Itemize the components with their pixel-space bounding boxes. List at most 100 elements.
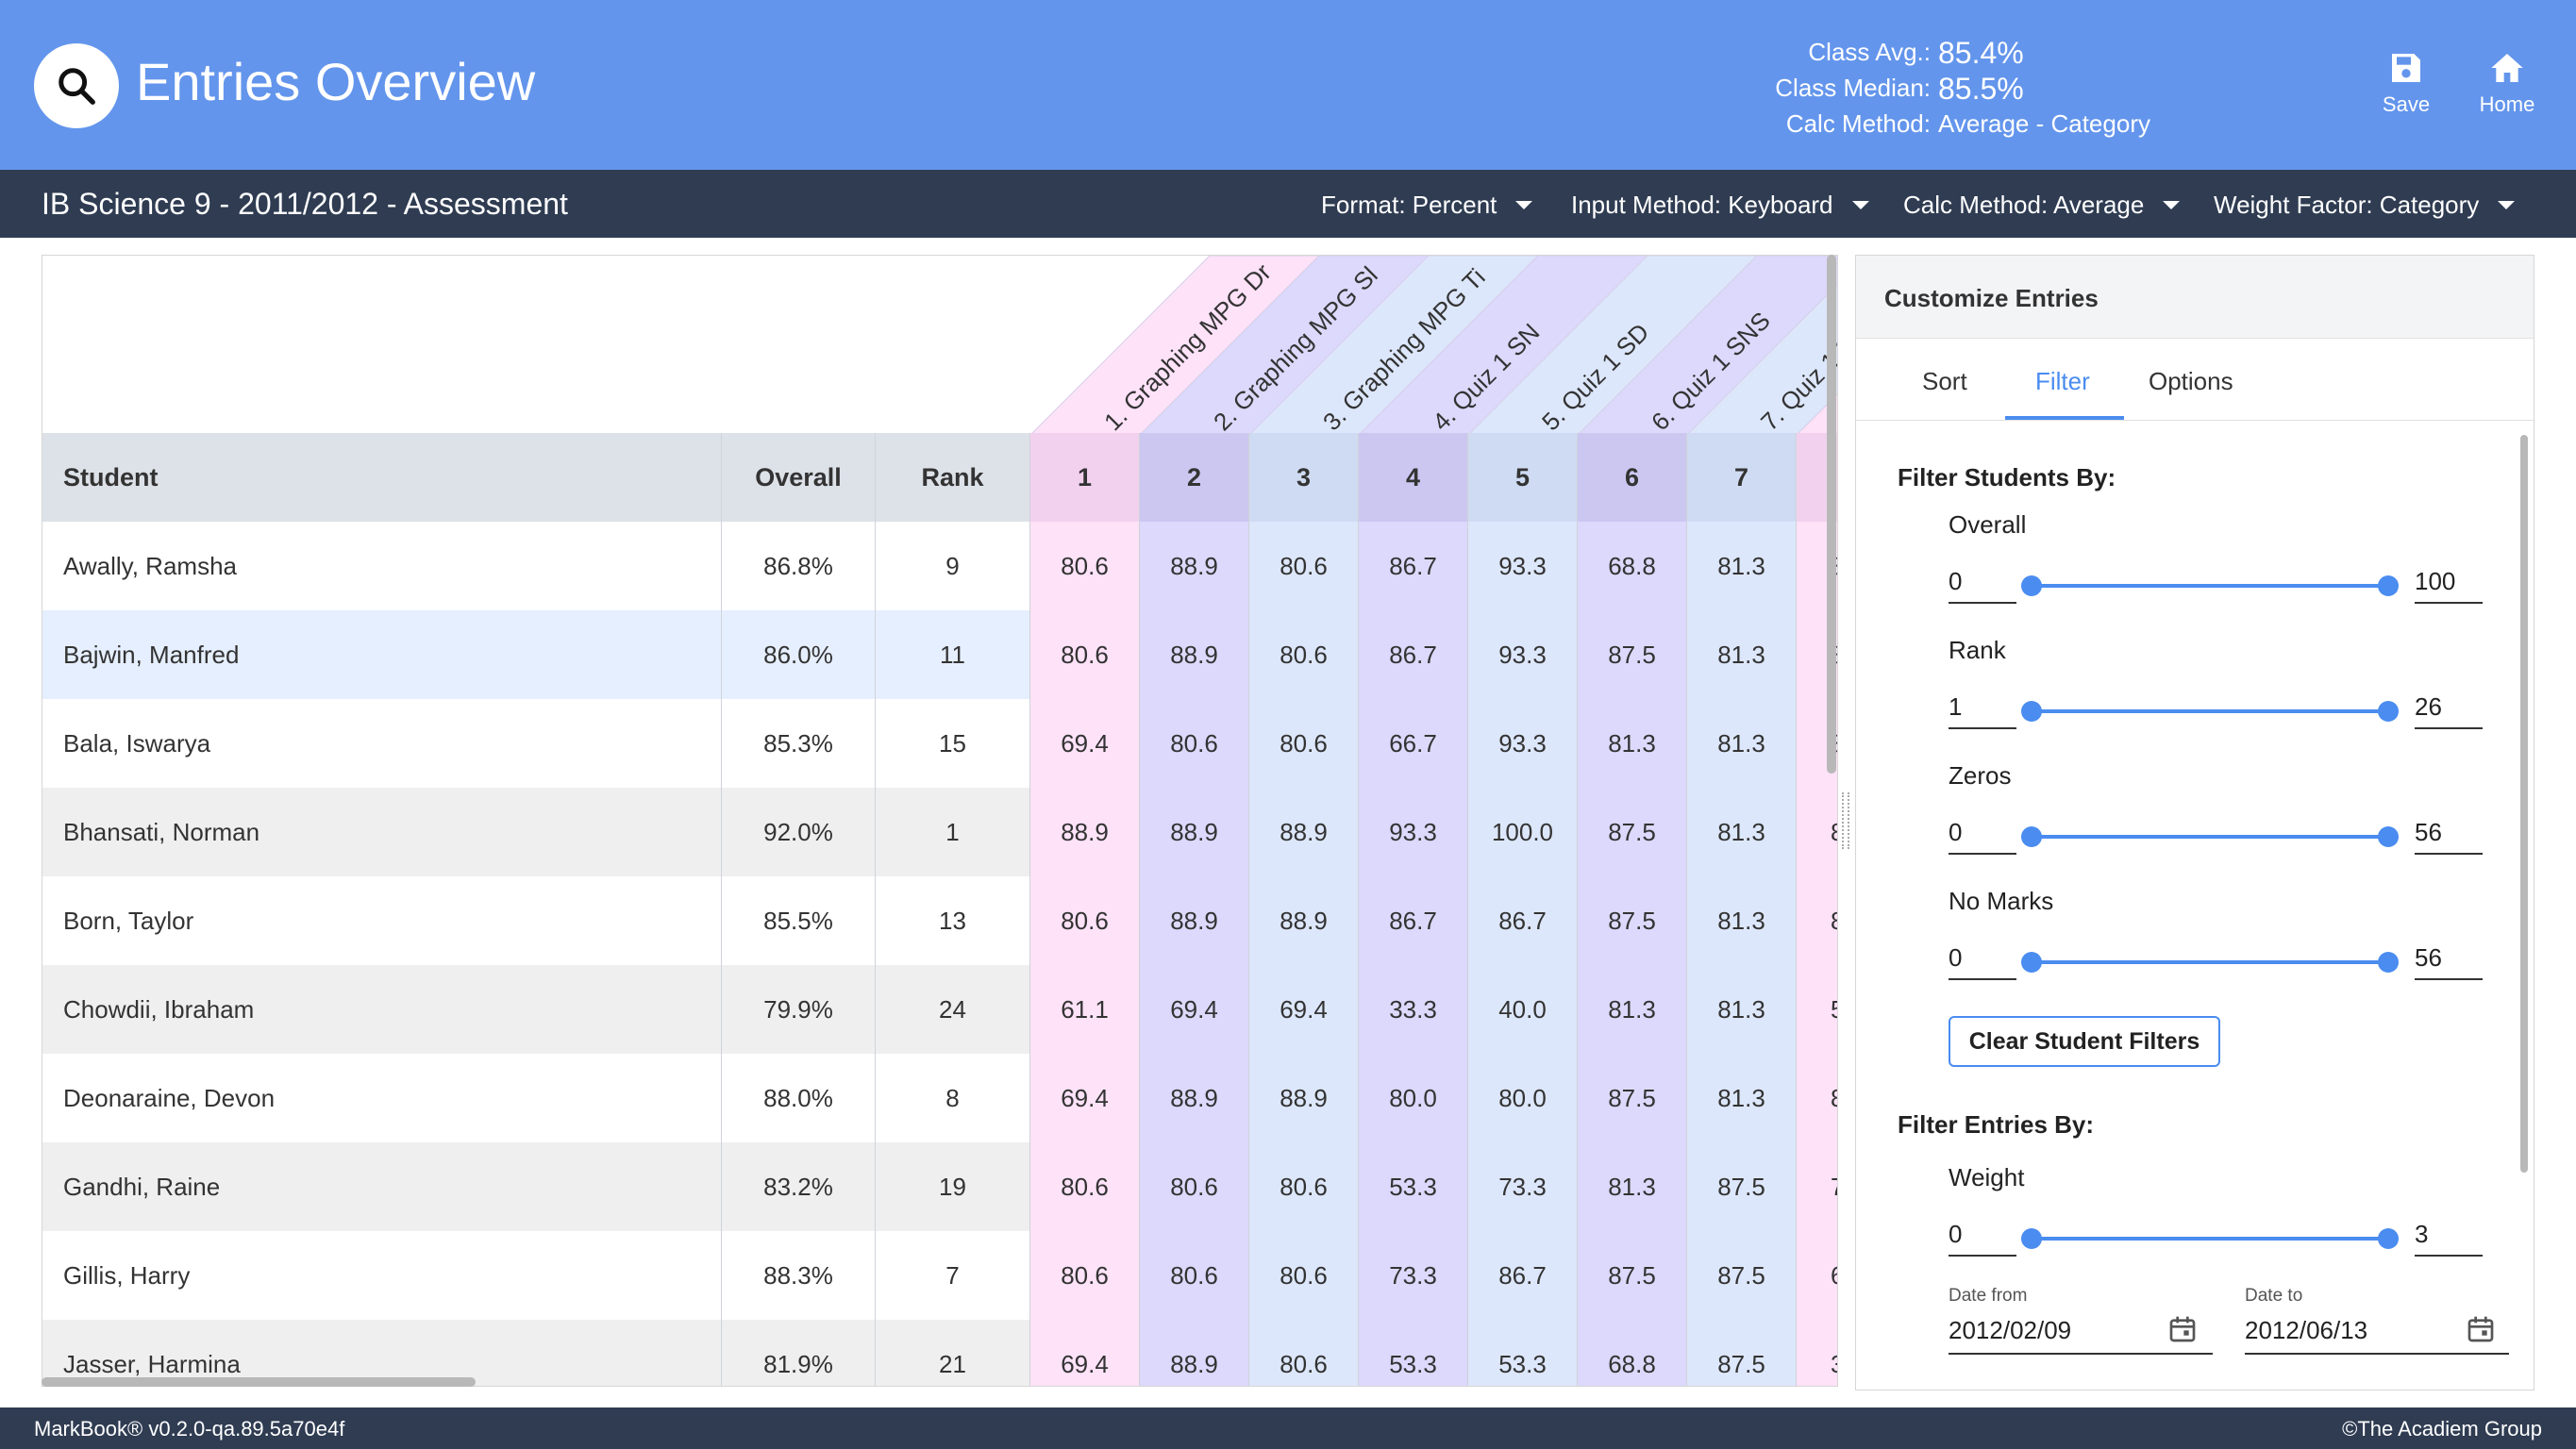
zeros-max-thumb[interactable] <box>2378 826 2399 847</box>
mark-cell[interactable]: 88.9 <box>1249 876 1359 965</box>
mark-cell[interactable]: 33.3 <box>1359 965 1468 1054</box>
column-header-entry-1[interactable]: 1 <box>1030 433 1140 522</box>
weight-range-slider[interactable] <box>2032 1237 2388 1241</box>
mark-cell-partial[interactable]: 7 <box>1797 1142 1837 1231</box>
mark-cell[interactable]: 81.3 <box>1687 522 1797 610</box>
mark-cell[interactable]: 80.6 <box>1140 699 1249 788</box>
grid-horizontal-scrollbar[interactable] <box>42 1377 476 1387</box>
mark-cell[interactable]: 87.5 <box>1578 788 1687 876</box>
rank-cell[interactable]: 24 <box>876 965 1030 1054</box>
column-header-rank[interactable]: Rank <box>876 433 1030 522</box>
mark-cell[interactable]: 69.4 <box>1140 965 1249 1054</box>
mark-cell[interactable]: 69.4 <box>1030 699 1140 788</box>
mark-cell[interactable]: 80.0 <box>1359 1054 1468 1142</box>
mark-cell[interactable]: 80.6 <box>1030 1142 1140 1231</box>
column-header-student[interactable]: Student <box>42 433 722 522</box>
column-header-entry-5[interactable]: 5 <box>1468 433 1578 522</box>
mark-cell[interactable]: 88.9 <box>1140 522 1249 610</box>
mark-cell[interactable]: 81.3 <box>1687 788 1797 876</box>
input-method-dropdown[interactable]: Input Method: Keyboard <box>1571 191 1869 220</box>
column-header-overall[interactable]: Overall <box>722 433 876 522</box>
table-row[interactable]: Bala, Iswarya 85.3% 15 69.4 80.6 80.6 66.7 93.3… <box>42 699 1837 788</box>
overall-max-thumb[interactable] <box>2378 575 2399 596</box>
overall-min-thumb[interactable] <box>2021 575 2042 596</box>
overall-cell[interactable]: 81.9% <box>722 1320 876 1386</box>
mark-cell[interactable]: 88.9 <box>1140 610 1249 699</box>
clear-student-filters-button[interactable]: Clear Student Filters <box>1949 1016 2220 1067</box>
overall-cell[interactable]: 88.0% <box>722 1054 876 1142</box>
mark-cell[interactable]: 81.3 <box>1687 1054 1797 1142</box>
column-header-entry-4[interactable]: 4 <box>1359 433 1468 522</box>
table-row[interactable]: Gillis, Harry 88.3% 7 80.6 80.6 80.6 73.3 86.7 8… <box>42 1231 1837 1320</box>
mark-cell[interactable]: 81.3 <box>1578 699 1687 788</box>
weight-max-thumb[interactable] <box>2378 1228 2399 1249</box>
rank-cell[interactable]: 13 <box>876 876 1030 965</box>
rank-cell[interactable]: 21 <box>876 1320 1030 1386</box>
student-name-cell[interactable]: Gillis, Harry <box>42 1231 722 1320</box>
mark-cell[interactable]: 86.7 <box>1359 610 1468 699</box>
student-name-cell[interactable]: Bala, Iswarya <box>42 699 722 788</box>
overall-min-input[interactable]: 0 <box>1949 567 2016 604</box>
table-row[interactable]: Deonaraine, Devon 88.0% 8 69.4 88.9 88.9 80.0 8… <box>42 1054 1837 1142</box>
no-marks-max-input[interactable]: 56 <box>2415 943 2483 980</box>
rank-cell[interactable]: 7 <box>876 1231 1030 1320</box>
mark-cell[interactable]: 87.5 <box>1578 610 1687 699</box>
mark-cell-partial[interactable]: 8 <box>1797 876 1837 965</box>
mark-cell[interactable]: 88.9 <box>1140 1054 1249 1142</box>
student-name-cell[interactable]: Bhansati, Norman <box>42 788 722 876</box>
overall-cell[interactable]: 83.2% <box>722 1142 876 1231</box>
mark-cell[interactable]: 80.6 <box>1030 876 1140 965</box>
mark-cell[interactable]: 80.6 <box>1030 1231 1140 1320</box>
search-button[interactable] <box>34 43 119 128</box>
mark-cell[interactable]: 80.6 <box>1030 610 1140 699</box>
student-name-cell[interactable]: Bajwin, Manfred <box>42 610 722 699</box>
panel-resize-handle[interactable] <box>1842 792 1849 849</box>
student-name-cell[interactable]: Awally, Ramsha <box>42 522 722 610</box>
mark-cell[interactable]: 81.3 <box>1687 965 1797 1054</box>
format-dropdown[interactable]: Format: Percent <box>1321 191 1533 220</box>
rank-min-input[interactable]: 1 <box>1949 692 2016 729</box>
mark-cell[interactable]: 93.3 <box>1468 610 1578 699</box>
weight-min-thumb[interactable] <box>2021 1228 2042 1249</box>
mark-cell[interactable]: 66.7 <box>1359 699 1468 788</box>
mark-cell[interactable]: 81.3 <box>1687 699 1797 788</box>
table-row[interactable]: Jasser, Harmina 81.9% 21 69.4 88.9 80.6 53.3 53… <box>42 1320 1837 1386</box>
overall-cell[interactable]: 79.9% <box>722 965 876 1054</box>
mark-cell[interactable]: 73.3 <box>1468 1142 1578 1231</box>
mark-cell[interactable]: 80.6 <box>1249 522 1359 610</box>
save-button[interactable]: Save <box>2364 49 2449 117</box>
rank-max-thumb[interactable] <box>2378 701 2399 722</box>
mark-cell[interactable]: 61.1 <box>1030 965 1140 1054</box>
overall-max-input[interactable]: 100 <box>2415 567 2483 604</box>
mark-cell[interactable]: 87.5 <box>1687 1320 1797 1386</box>
student-name-cell[interactable]: Gandhi, Raine <box>42 1142 722 1231</box>
table-row[interactable]: Gandhi, Raine 83.2% 19 80.6 80.6 80.6 53.3 73.3… <box>42 1142 1837 1231</box>
mark-cell[interactable]: 93.3 <box>1468 699 1578 788</box>
home-button[interactable]: Home <box>2465 49 2550 117</box>
weight-min-input[interactable]: 0 <box>1949 1220 2016 1257</box>
mark-cell[interactable]: 53.3 <box>1468 1320 1578 1386</box>
date-to-input[interactable]: 2012/06/13 <box>2245 1316 2509 1355</box>
mark-cell[interactable]: 80.6 <box>1249 1142 1359 1231</box>
mark-cell[interactable]: 68.8 <box>1578 1320 1687 1386</box>
mark-cell[interactable]: 87.5 <box>1578 1054 1687 1142</box>
table-row[interactable]: Bajwin, Manfred 86.0% 11 80.6 88.9 80.6 86.7 93… <box>42 610 1837 699</box>
overall-cell[interactable]: 88.3% <box>722 1231 876 1320</box>
calc-method-dropdown[interactable]: Calc Method: Average <box>1903 191 2181 220</box>
overall-cell[interactable]: 92.0% <box>722 788 876 876</box>
mark-cell[interactable]: 80.6 <box>1249 1231 1359 1320</box>
rank-range-slider[interactable] <box>2032 709 2388 713</box>
mark-cell[interactable]: 80.6 <box>1249 610 1359 699</box>
mark-cell-partial[interactable]: 6 <box>1797 1231 1837 1320</box>
mark-cell[interactable]: 68.8 <box>1578 522 1687 610</box>
mark-cell[interactable]: 80.6 <box>1249 699 1359 788</box>
mark-cell[interactable]: 86.7 <box>1468 876 1578 965</box>
mark-cell[interactable]: 80.6 <box>1140 1231 1249 1320</box>
overall-cell[interactable]: 85.3% <box>722 699 876 788</box>
student-name-cell[interactable]: Born, Taylor <box>42 876 722 965</box>
mark-cell-partial[interactable]: 5 <box>1797 965 1837 1054</box>
mark-cell[interactable]: 80.6 <box>1249 1320 1359 1386</box>
rank-min-thumb[interactable] <box>2021 701 2042 722</box>
mark-cell-partial[interactable]: 3 <box>1797 1320 1837 1386</box>
weight-factor-dropdown[interactable]: Weight Factor: Category <box>2214 191 2516 220</box>
